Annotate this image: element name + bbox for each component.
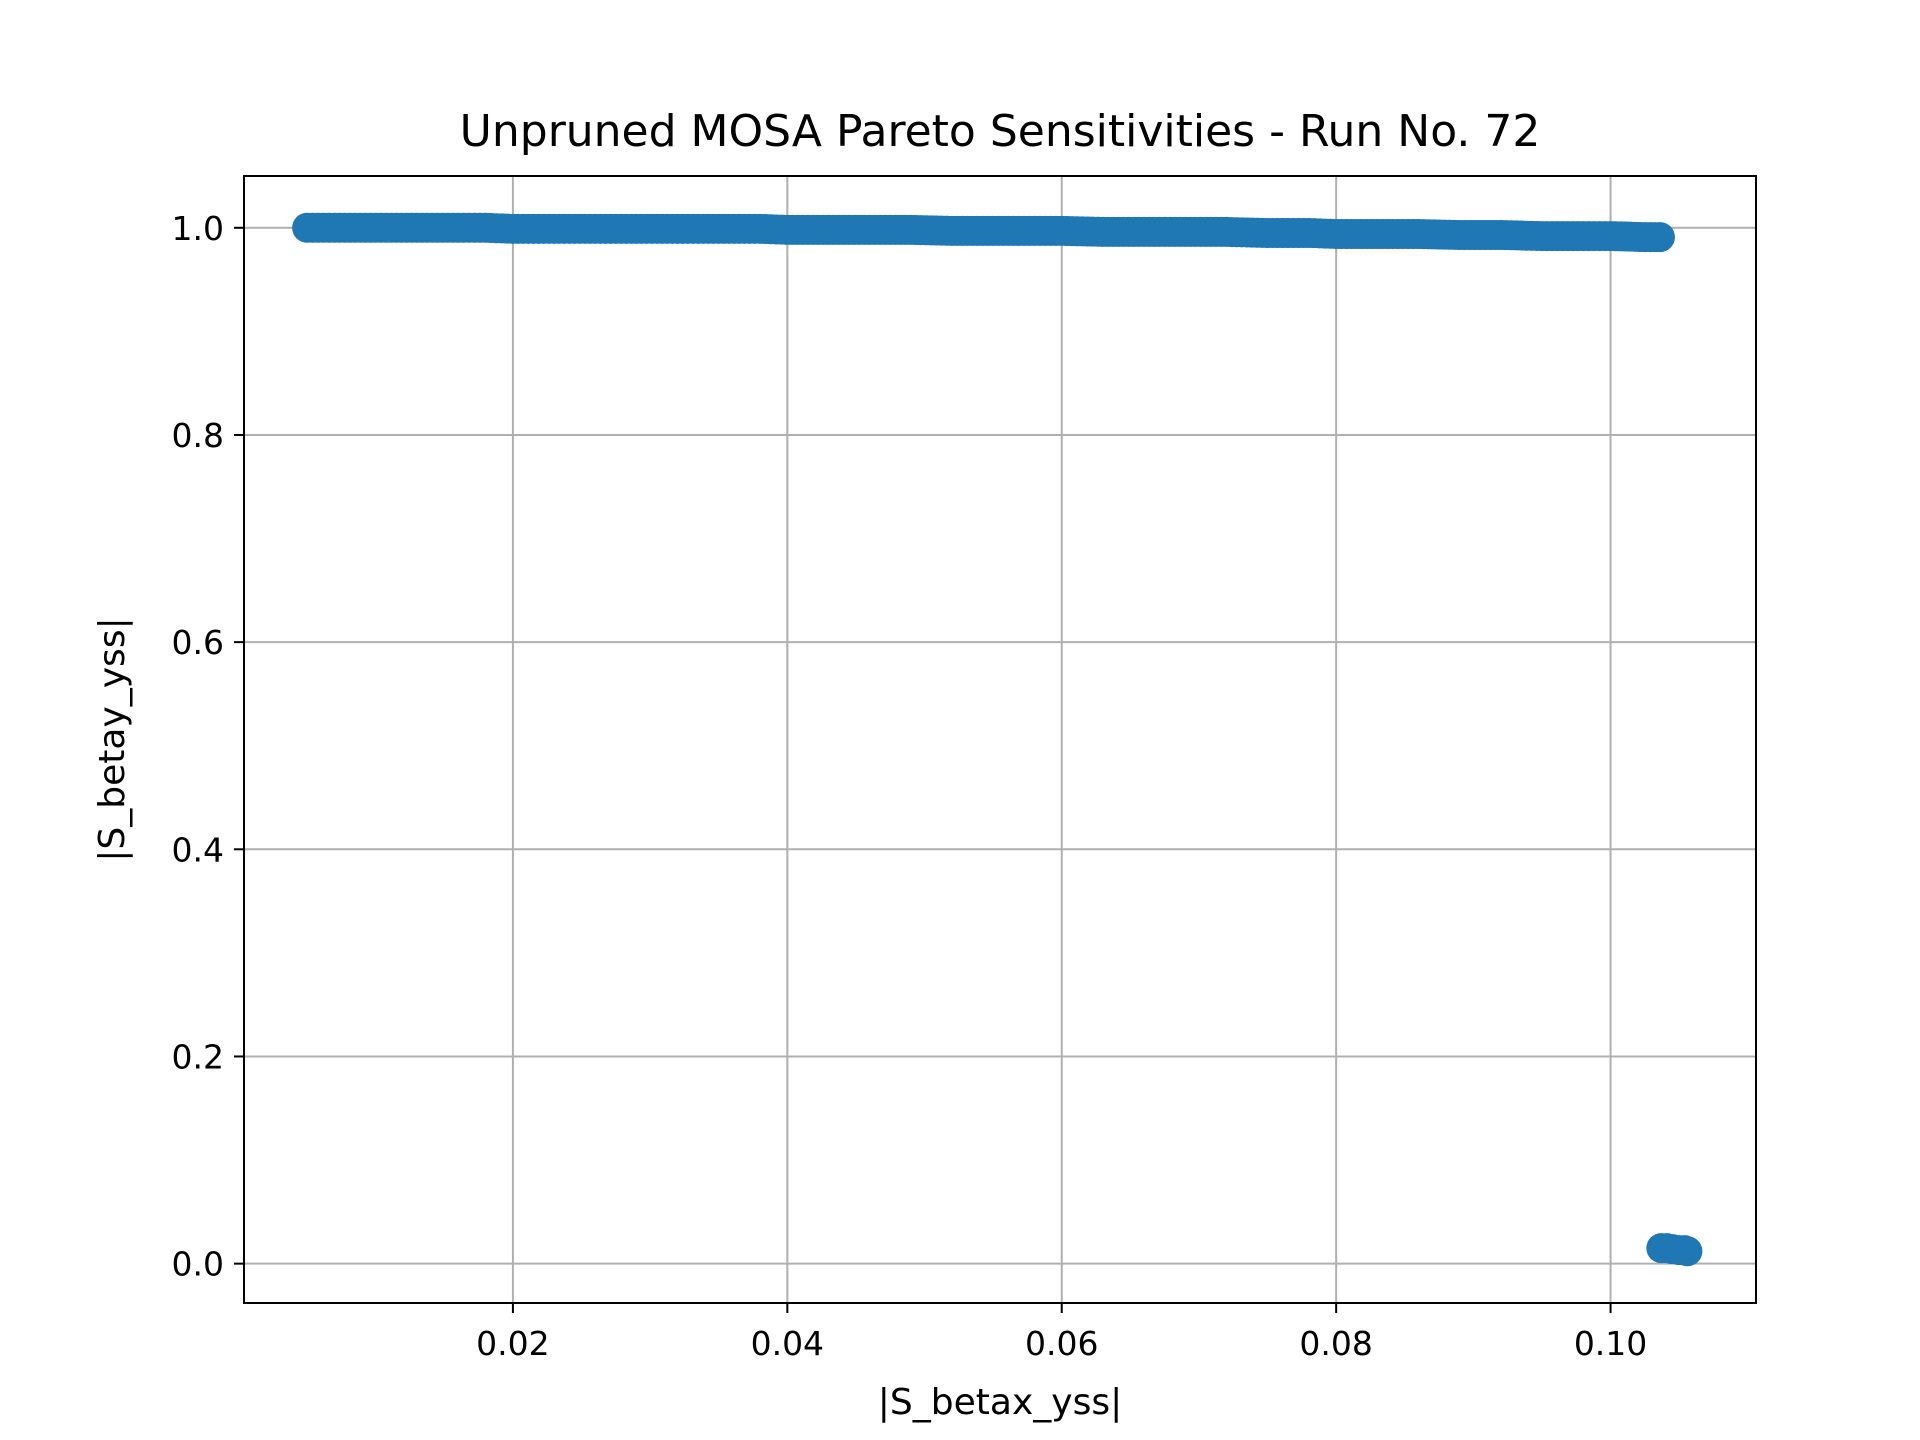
data-points (292, 212, 1703, 1267)
y-axis-label: |S_betay_yss| (92, 617, 133, 861)
y-tick-label: 1.0 (172, 209, 224, 248)
y-tick-label: 0.4 (172, 830, 224, 869)
x-tick-label: 0.06 (1025, 1324, 1098, 1363)
y-tick-label: 0.6 (172, 623, 224, 662)
x-tick-label: 0.02 (476, 1324, 549, 1363)
x-axis-label: |S_betax_yss| (878, 1382, 1122, 1423)
chart-title: Unpruned MOSA Pareto Sensitivities - Run… (460, 106, 1541, 157)
x-tick-label: 0.08 (1299, 1324, 1372, 1363)
data-point (1639, 222, 1670, 253)
x-tick-label: 0.04 (751, 1324, 824, 1363)
x-tick-label: 0.10 (1574, 1324, 1647, 1363)
plot-frame (243, 175, 1757, 1304)
axis-ticks: 0.02 0.04 0.06 0.08 0.10 0.0 0.2 0.4 0.6 0.8 1.0 (172, 209, 1648, 1363)
y-tick-label: 0.0 (172, 1245, 224, 1284)
y-tick-label: 0.2 (172, 1037, 224, 1076)
data-point (1672, 1236, 1703, 1267)
y-tick-label: 0.8 (172, 416, 224, 455)
